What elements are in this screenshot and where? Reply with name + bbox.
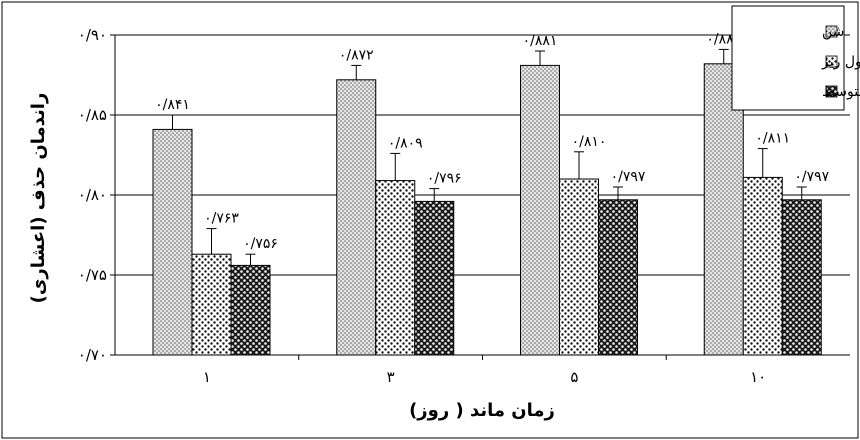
data-label: ۰/۷۹۷: [611, 169, 646, 185]
bar: [559, 178, 599, 356]
x-tick-labels: ۱ ۳ ۵ ۱۰: [203, 355, 766, 386]
legend-swatch-sand: [825, 25, 838, 38]
x-tick-label: ۱: [203, 368, 211, 386]
bar: [336, 79, 377, 356]
bar: [598, 199, 638, 356]
legend-box: [731, 5, 845, 111]
data-label: ۰/۸۸۱: [523, 33, 558, 49]
bars: [152, 63, 822, 356]
bar: [152, 128, 193, 356]
data-label: ۰/۸۱۰: [572, 134, 607, 150]
y-tick-label: ۰/۷۵: [78, 266, 107, 284]
x-axis-title: زمان ماند ( روز): [409, 400, 555, 421]
y-tick-label: ۰/۸۰: [78, 186, 107, 204]
bar: [375, 180, 416, 356]
data-label: ۰/۸۰۹: [388, 135, 423, 151]
bar: [191, 253, 232, 356]
legend-label-medium-gravel: گراول متوسط: [822, 83, 860, 100]
y-tick-label: ۰/۷۰: [78, 346, 107, 364]
data-label: ۰/۷۹۷: [794, 169, 829, 185]
bar: [520, 64, 560, 356]
y-tick-label: ۰/۹۰: [78, 26, 107, 44]
bar: [742, 176, 783, 356]
data-label: ۰/۸۷۲: [339, 47, 374, 63]
bar: [781, 199, 822, 356]
data-label: ۰/۷۵۶: [243, 236, 278, 252]
bar: [414, 200, 455, 356]
y-tick-label: ۰/۸۵: [78, 106, 107, 124]
data-label: ۰/۷۶۳: [204, 211, 239, 227]
data-label: ۰/۷۹۶: [427, 171, 462, 187]
legend-label-sand: شن: [822, 24, 844, 40]
legend-label-fine-gravel: گراول ریز: [821, 53, 860, 70]
data-label: ۰/۸۴۱: [155, 97, 190, 113]
legend: شن گراول ریز گراول متوسط: [731, 5, 860, 111]
legend-swatch-fine-gravel: [825, 55, 838, 68]
data-label: ۰/۸۱۱: [755, 131, 790, 147]
y-tick-labels: ۰/۷۰ ۰/۷۵ ۰/۸۰ ۰/۸۵ ۰/۹۰: [78, 26, 107, 364]
legend-swatch-medium-gravel: [825, 85, 838, 98]
bar: [230, 264, 271, 356]
y-axis-title: راندمان حذف (اعشاری): [28, 93, 49, 304]
x-tick-label: ۱۰: [750, 368, 766, 386]
x-tick-label: ۳: [387, 368, 395, 386]
x-tick-label: ۵: [570, 368, 578, 386]
error-bars: [167, 48, 807, 266]
